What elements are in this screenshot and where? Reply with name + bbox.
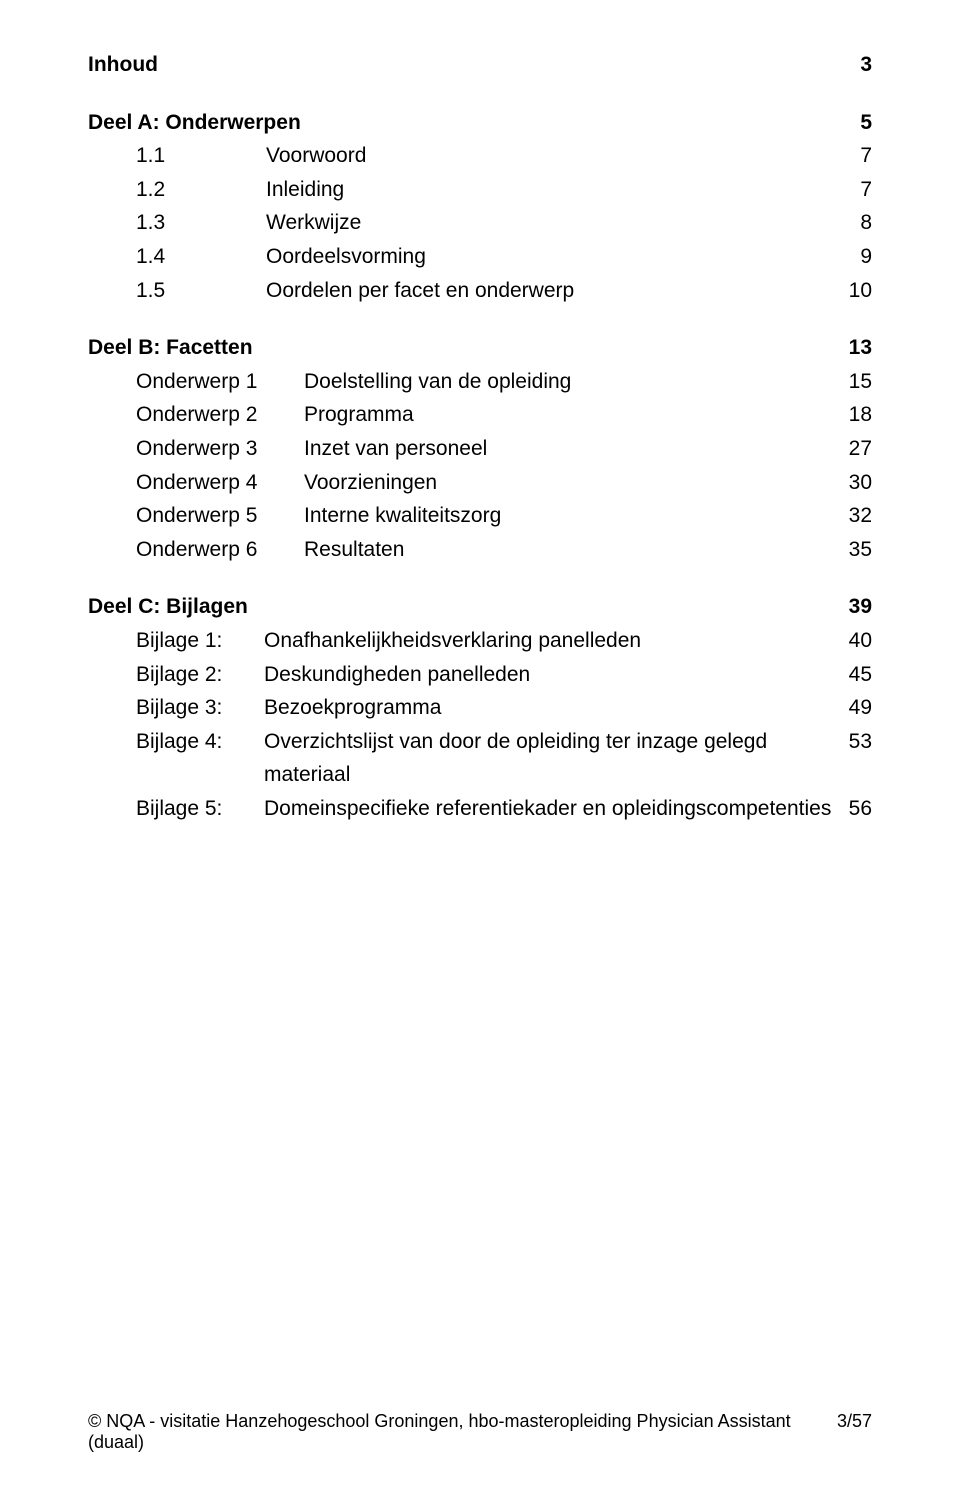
toc-item-title: Resultaten [304, 533, 832, 567]
toc-item-num: 1.3 [136, 206, 266, 240]
toc-item-num: Onderwerp 2 [136, 398, 304, 432]
toc-item-num: Onderwerp 5 [136, 499, 304, 533]
footer-right: 3/57 [837, 1411, 872, 1453]
toc-item-page: 9 [832, 240, 872, 274]
toc-item-title: Oordelen per facet en onderwerp [266, 274, 832, 308]
toc-item-page: 18 [832, 398, 872, 432]
toc-item-title: Onafhankelijkheidsverklaring panelleden [264, 624, 832, 658]
toc-section-deel-c: Deel C: Bijlagen 39 [88, 590, 872, 624]
toc-item: 1.3 Werkwijze 8 [88, 206, 872, 240]
toc-section-label: Deel B: Facetten [88, 331, 832, 365]
toc-item-title: Voorzieningen [304, 466, 832, 500]
toc-item-page: 56 [832, 792, 872, 826]
toc-heading-label: Inhoud [88, 48, 832, 82]
toc-section-deel-b: Deel B: Facetten 13 [88, 331, 872, 365]
toc-item: 1.4 Oordeelsvorming 9 [88, 240, 872, 274]
toc-item-page: 7 [832, 139, 872, 173]
toc-section-page: 13 [832, 331, 872, 365]
toc-section-label: Deel C: Bijlagen [88, 590, 832, 624]
toc-item-num: 1.1 [136, 139, 266, 173]
toc-heading-inhoud: Inhoud 3 [88, 48, 872, 82]
toc-item-page: 27 [832, 432, 872, 466]
toc-item-page: 30 [832, 466, 872, 500]
toc-item-title: Bezoekprogramma [264, 691, 832, 725]
toc-section-label: Deel A: Onderwerpen [88, 106, 832, 140]
toc-section-page: 5 [832, 106, 872, 140]
footer-left: © NQA - visitatie Hanzehogeschool Gronin… [88, 1411, 837, 1453]
toc-item: 1.1 Voorwoord 7 [88, 139, 872, 173]
toc-item: Bijlage 2: Deskundigheden panelleden 45 [88, 658, 872, 692]
toc-item-num: Bijlage 2: [136, 658, 264, 692]
toc-item-page: 8 [832, 206, 872, 240]
toc-item-page: 15 [832, 365, 872, 399]
toc-item-title: Domeinspecifieke referentiekader en ople… [264, 792, 832, 826]
toc-item: Onderwerp 3 Inzet van personeel 27 [88, 432, 872, 466]
toc-item: Bijlage 5: Domeinspecifieke referentieka… [88, 792, 872, 826]
toc-section-deel-a: Deel A: Onderwerpen 5 [88, 106, 872, 140]
toc-item-num: 1.2 [136, 173, 266, 207]
toc-item-num: Bijlage 1: [136, 624, 264, 658]
toc-item-num: Bijlage 5: [136, 792, 264, 826]
page-footer: © NQA - visitatie Hanzehogeschool Gronin… [88, 1411, 872, 1453]
toc-item-page: 40 [832, 624, 872, 658]
toc-item: Onderwerp 2 Programma 18 [88, 398, 872, 432]
toc-item-num: Onderwerp 4 [136, 466, 304, 500]
toc-item-page: 49 [832, 691, 872, 725]
toc-item-page: 32 [832, 499, 872, 533]
toc-item-title: Deskundigheden panelleden [264, 658, 832, 692]
toc-item: Onderwerp 1 Doelstelling van de opleidin… [88, 365, 872, 399]
toc-heading-page: 3 [832, 48, 872, 82]
toc-item-title: Oordeelsvorming [266, 240, 832, 274]
toc-item-title: Interne kwaliteitszorg [304, 499, 832, 533]
toc-item: Onderwerp 6 Resultaten 35 [88, 533, 872, 567]
toc-item: Onderwerp 4 Voorzieningen 30 [88, 466, 872, 500]
toc-item-page: 53 [832, 725, 872, 759]
toc-item-title: Inzet van personeel [304, 432, 832, 466]
toc-item-num: Bijlage 3: [136, 691, 264, 725]
toc-item: Bijlage 1: Onafhankelijkheidsverklaring … [88, 624, 872, 658]
toc-item-title: Overzichtslijst van door de opleiding te… [264, 725, 832, 792]
toc-item-title: Voorwoord [266, 139, 832, 173]
toc-item-title: Doelstelling van de opleiding [304, 365, 832, 399]
toc-item-page: 10 [832, 274, 872, 308]
toc-item-page: 7 [832, 173, 872, 207]
toc-item-num: Onderwerp 6 [136, 533, 304, 567]
toc-item: 1.5 Oordelen per facet en onderwerp 10 [88, 274, 872, 308]
toc-content: Inhoud 3 Deel A: Onderwerpen 5 1.1 Voorw… [88, 48, 872, 825]
toc-item-title: Programma [304, 398, 832, 432]
toc-item: 1.2 Inleiding 7 [88, 173, 872, 207]
toc-item: Onderwerp 5 Interne kwaliteitszorg 32 [88, 499, 872, 533]
toc-item-title: Inleiding [266, 173, 832, 207]
toc-item-page: 45 [832, 658, 872, 692]
toc-item-num: Onderwerp 3 [136, 432, 304, 466]
toc-item-num: 1.5 [136, 274, 266, 308]
toc-item: Bijlage 3: Bezoekprogramma 49 [88, 691, 872, 725]
toc-item-page: 35 [832, 533, 872, 567]
toc-item: Bijlage 4: Overzichtslijst van door de o… [88, 725, 872, 792]
toc-item-title: Werkwijze [266, 206, 832, 240]
toc-section-page: 39 [832, 590, 872, 624]
toc-item-num: Bijlage 4: [136, 725, 264, 759]
toc-item-num: Onderwerp 1 [136, 365, 304, 399]
toc-item-num: 1.4 [136, 240, 266, 274]
